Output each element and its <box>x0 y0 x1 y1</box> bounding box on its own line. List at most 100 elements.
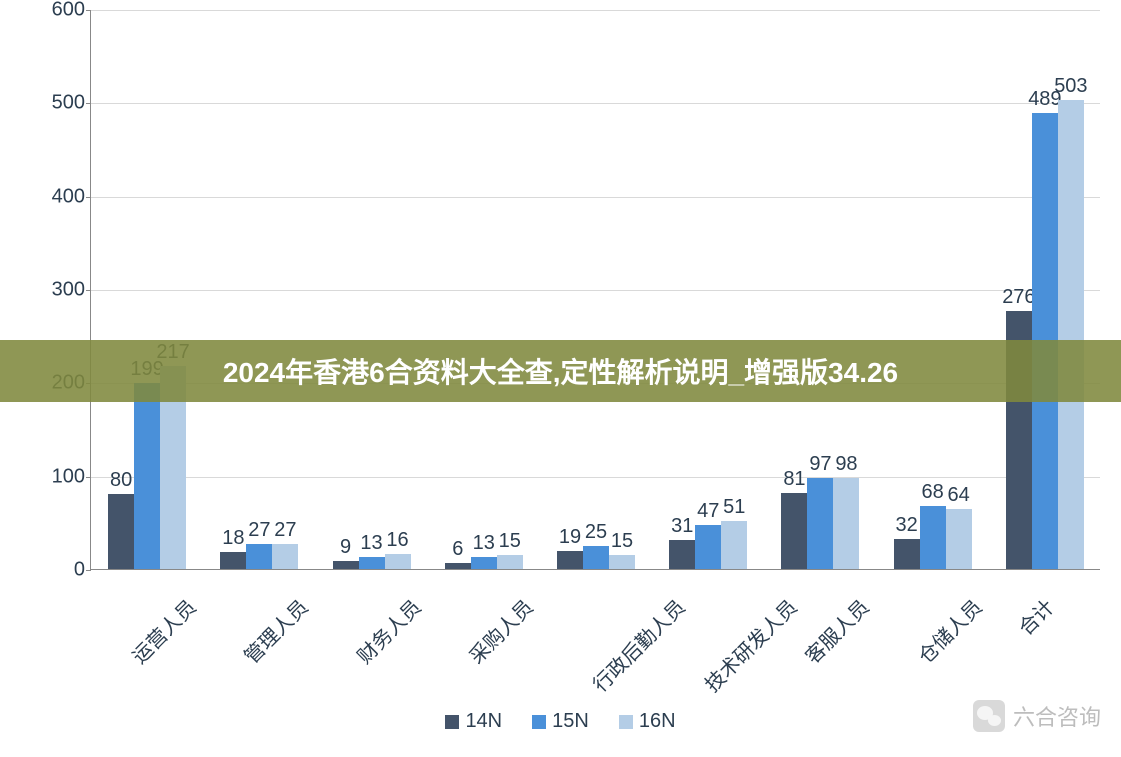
grid-line <box>91 103 1100 104</box>
bar-value-label: 80 <box>110 469 132 492</box>
y-tick-mark <box>86 290 91 291</box>
grid-line <box>91 477 1100 478</box>
bar-value-label: 503 <box>1054 75 1087 98</box>
legend-label: 15N <box>552 710 589 733</box>
bar-value-label: 68 <box>922 481 944 504</box>
grid-line <box>91 290 1100 291</box>
bar: 32 <box>894 539 920 569</box>
y-tick-label: 500 <box>52 92 85 115</box>
x-axis-labels: 运营人员管理人员财务人员采购人员行政后勤人员技术研发人员客服人员仓储人员合计 <box>90 580 1100 680</box>
bar-value-label: 19 <box>559 526 581 549</box>
plot-area: 8019921718272791316613151925153147518197… <box>90 10 1100 570</box>
bar-value-label: 31 <box>671 515 693 538</box>
bar: 13 <box>359 557 385 569</box>
bar-value-label: 64 <box>948 484 970 507</box>
y-tick-mark <box>86 103 91 104</box>
bar: 13 <box>471 557 497 569</box>
x-tick-label: 管理人员 <box>237 592 314 669</box>
x-tick-label: 客服人员 <box>798 592 875 669</box>
legend-item: 16N <box>619 710 676 733</box>
bar: 19 <box>557 551 583 569</box>
bar-group: 326864 <box>894 506 972 569</box>
chart-area: 0100200300400500600 80199217182727913166… <box>50 10 1100 570</box>
bar: 199 <box>134 383 160 569</box>
bar: 6 <box>445 563 471 569</box>
y-tick-label: 400 <box>52 185 85 208</box>
bar-value-label: 27 <box>248 519 270 542</box>
bar-value-label: 32 <box>896 514 918 537</box>
x-tick-label: 行政后勤人员 <box>585 592 690 697</box>
x-tick-label: 合计 <box>1011 592 1060 641</box>
bar: 97 <box>807 478 833 569</box>
legend-swatch <box>619 715 633 729</box>
bar: 18 <box>220 552 246 569</box>
bar: 51 <box>721 521 747 569</box>
bar-value-label: 25 <box>585 521 607 544</box>
y-tick-label: 100 <box>52 465 85 488</box>
bar-value-label: 13 <box>473 532 495 555</box>
legend-label: 16N <box>639 710 676 733</box>
bar-group: 192515 <box>557 546 635 569</box>
y-tick-mark <box>86 10 91 11</box>
bar-group: 819798 <box>781 478 859 569</box>
bar-value-label: 276 <box>1002 286 1035 309</box>
bar-value-label: 51 <box>723 496 745 519</box>
overlay-banner: 2024年香港6合资料大全查,定性解析说明_增强版34.26 <box>0 340 1121 402</box>
x-tick-label: 仓储人员 <box>910 592 987 669</box>
watermark-text: 六合咨询 <box>1013 700 1101 732</box>
bar-value-label: 16 <box>386 529 408 552</box>
bar-value-label: 13 <box>360 532 382 555</box>
y-tick-mark <box>86 477 91 478</box>
bar-value-label: 9 <box>340 536 351 559</box>
bar-group: 182727 <box>220 544 298 569</box>
y-tick-mark <box>86 197 91 198</box>
bar-group: 314751 <box>669 521 747 569</box>
bar-value-label: 18 <box>222 527 244 550</box>
bar: 16 <box>385 554 411 569</box>
grid-line <box>91 10 1100 11</box>
bar: 27 <box>246 544 272 569</box>
bar-value-label: 81 <box>783 468 805 491</box>
bar-group: 91316 <box>333 554 411 569</box>
grid-line <box>91 197 1100 198</box>
bar: 31 <box>669 540 695 569</box>
y-tick-label: 300 <box>52 279 85 302</box>
watermark: 六合咨询 <box>973 700 1101 732</box>
bar-value-label: 97 <box>809 453 831 476</box>
legend: 14N 15N 16N <box>0 710 1121 733</box>
y-tick-mark <box>86 570 91 571</box>
overlay-text: 2024年香港6合资料大全查,定性解析说明_增强版34.26 <box>223 351 898 391</box>
bar: 98 <box>833 478 859 569</box>
legend-item: 14N <box>445 710 502 733</box>
bar: 15 <box>497 555 523 569</box>
bar: 80 <box>108 494 134 569</box>
x-tick-label: 采购人员 <box>461 592 538 669</box>
bar-value-label: 47 <box>697 500 719 523</box>
legend-swatch <box>532 715 546 729</box>
bar: 68 <box>920 506 946 569</box>
bar-value-label: 6 <box>452 538 463 561</box>
bar-group: 276489503 <box>1006 100 1084 569</box>
bar-group: 61315 <box>445 555 523 569</box>
x-tick-label: 财务人员 <box>349 592 426 669</box>
y-axis: 0100200300400500600 <box>50 10 90 570</box>
y-tick-label: 0 <box>74 559 85 582</box>
bar: 27 <box>272 544 298 569</box>
bar: 15 <box>609 555 635 569</box>
legend-label: 14N <box>465 710 502 733</box>
bar: 64 <box>946 509 972 569</box>
legend-item: 15N <box>532 710 589 733</box>
bar-value-label: 15 <box>611 530 633 553</box>
bar: 81 <box>781 493 807 569</box>
legend-swatch <box>445 715 459 729</box>
bar: 503 <box>1058 100 1084 569</box>
x-tick-label: 运营人员 <box>125 592 202 669</box>
bar: 47 <box>695 525 721 569</box>
x-tick-label: 技术研发人员 <box>697 592 802 697</box>
bar-value-label: 98 <box>835 453 857 476</box>
bar-value-label: 27 <box>274 519 296 542</box>
bar: 9 <box>333 561 359 569</box>
wechat-icon <box>973 700 1005 732</box>
bar: 25 <box>583 546 609 569</box>
y-tick-label: 600 <box>52 0 85 22</box>
